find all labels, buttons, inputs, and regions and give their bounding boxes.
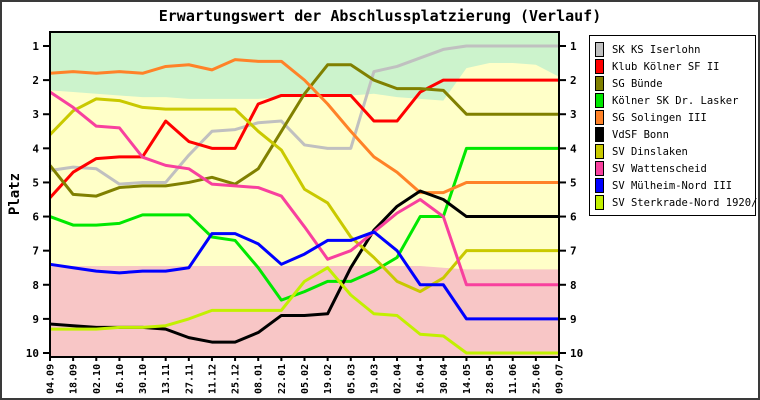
y-tick-label-right: 4 (570, 142, 577, 155)
x-tick-label: 11.06 (508, 364, 519, 394)
series-line-3 (48, 63, 559, 198)
x-tick-label: 28.05 (485, 364, 496, 394)
legend-item: SG Solingen III (595, 109, 755, 126)
y-tick-label-right: 5 (570, 176, 577, 189)
x-tick-label: 05.03 (346, 364, 357, 394)
legend-label: SV Wattenscheid (612, 162, 707, 175)
y-tick-label-left: 6 (32, 211, 39, 224)
y-tick-label-right: 7 (570, 245, 577, 258)
legend-color-swatch (595, 178, 604, 193)
legend-color-swatch (595, 195, 604, 210)
x-tick-label: 19.02 (323, 364, 334, 394)
legend-item: SV Wattenscheid (595, 160, 755, 177)
y-tick-label-left: 8 (32, 279, 39, 292)
x-tick-label: 25.12 (231, 364, 242, 394)
legend-item: VdSF Bonn (595, 126, 755, 143)
chart-title: Erwartungswert der Abschlussplatzierung … (158, 7, 602, 25)
y-tick-label-right: 3 (570, 108, 577, 121)
y-tick-label-left: 10 (26, 347, 39, 360)
y-tick-label-left: 5 (32, 176, 39, 189)
series-line-10 (50, 266, 559, 355)
legend-item: Kölner SK Dr. Lasker (595, 92, 755, 109)
x-tick-label: 16.10 (115, 364, 126, 394)
x-tick-label: 30.04 (439, 364, 450, 394)
x-tick-label: 22.01 (277, 364, 288, 394)
series-line-1 (49, 44, 559, 186)
x-tick-label: 13.11 (161, 364, 172, 394)
y-tick-label-left: 2 (32, 74, 39, 87)
series-line-8 (49, 90, 559, 287)
x-tick-label: 30.10 (138, 364, 149, 394)
x-tick-label: 05.02 (300, 364, 311, 394)
x-tick-label: 19.03 (369, 364, 380, 394)
legend-color-swatch (595, 110, 604, 125)
series-line-7 (48, 97, 559, 294)
legend-item: Klub Kölner SF II (595, 58, 755, 75)
x-tick-label: 11.12 (207, 364, 218, 394)
series-line-9 (49, 230, 559, 321)
y-tick-label-right: 6 (570, 211, 577, 224)
legend-label: SV Dinslaken (612, 145, 688, 158)
legend-label: SG Bünde (612, 77, 663, 90)
legend-item: SG Bünde (595, 75, 755, 92)
legend-color-swatch (595, 76, 604, 91)
legend-color-swatch (595, 144, 604, 159)
y-tick-label-right: 8 (570, 279, 577, 292)
x-tick-label: 16.04 (416, 364, 427, 394)
legend-item: SV Sterkrade-Nord 1920/25 (595, 194, 758, 211)
legend-label: SV Sterkrade-Nord 1920/25 (612, 196, 760, 209)
legend-label: Klub Kölner SF II (612, 60, 720, 73)
y-tick-label-left: 4 (32, 142, 39, 155)
y-tick-label-left: 9 (32, 313, 39, 326)
y-tick-label-left: 3 (32, 108, 39, 121)
series-line-5 (49, 58, 559, 195)
x-tick-label: 18.09 (69, 364, 80, 394)
legend: SK KS Iserlohn Klub Kölner SF II SG Bünde K… (589, 35, 758, 216)
x-tick-label: 27.11 (184, 364, 195, 394)
legend-label: Kölner SK Dr. Lasker (612, 94, 739, 107)
legend-item: SV Dinslaken (595, 143, 755, 160)
zone-top-green (50, 32, 559, 101)
y-tick-label-right: 2 (570, 74, 577, 87)
legend-color-swatch (595, 59, 604, 74)
series-line-4 (49, 146, 559, 302)
legend-item: SV Mülheim-Nord III (595, 177, 755, 194)
y-tick-label-left: 7 (32, 245, 39, 258)
legend-color-swatch (595, 42, 604, 57)
y-tick-label-right: 1 (570, 40, 577, 53)
x-tick-label: 14.05 (462, 364, 473, 394)
y-tick-label-left: 1 (32, 40, 39, 53)
x-tick-label: 02.10 (92, 364, 103, 394)
legend-color-swatch (595, 93, 604, 108)
legend-item: SK KS Iserlohn (595, 41, 755, 58)
x-tick-label: 25.06 (531, 364, 542, 394)
legend-label: SV Mülheim-Nord III (612, 179, 733, 192)
legend-color-swatch (595, 127, 604, 142)
legend-label: SK KS Iserlohn (612, 43, 701, 56)
y-tick-label-right: 10 (570, 347, 583, 360)
legend-label: SG Solingen III (612, 111, 707, 124)
legend-color-swatch (595, 161, 604, 176)
x-tick-label: 02.04 (393, 364, 404, 394)
x-tick-label: 04.09 (46, 364, 57, 394)
x-tick-label: 08.01 (254, 364, 265, 394)
x-tick-label: 09.07 (555, 364, 566, 394)
legend-label: VdSF Bonn (612, 128, 669, 141)
y-tick-label-right: 9 (570, 313, 577, 326)
